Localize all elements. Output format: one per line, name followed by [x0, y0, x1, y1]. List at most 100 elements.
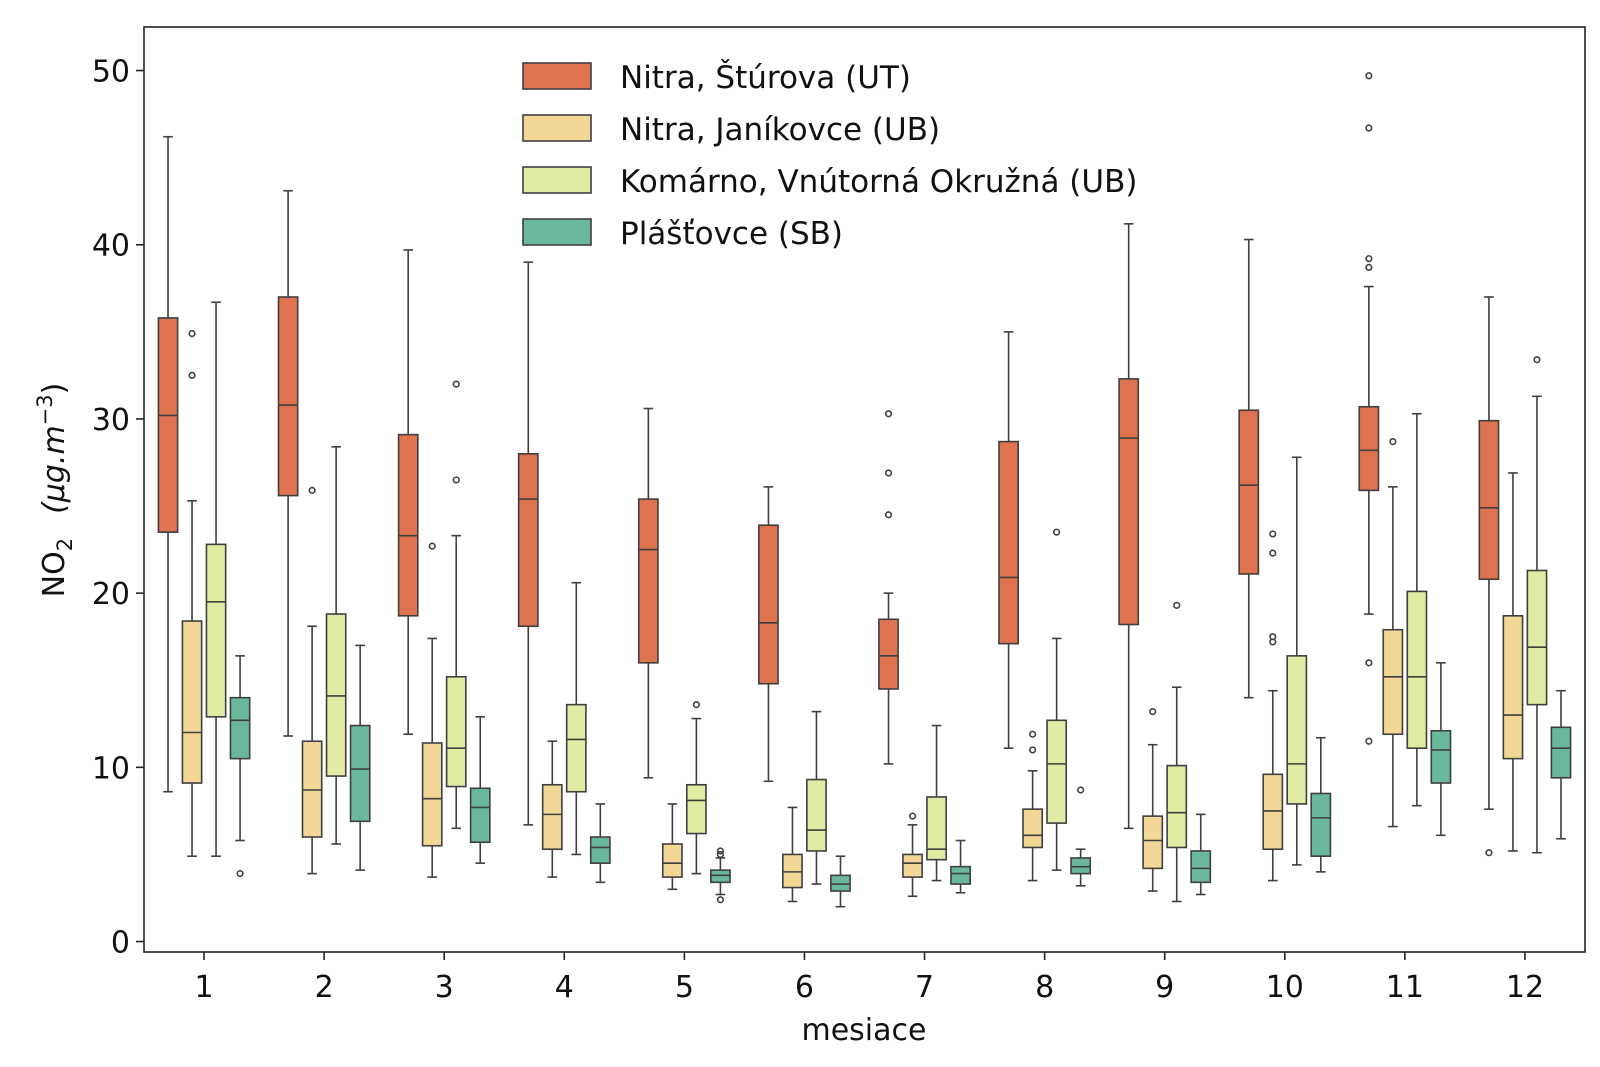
box-5-3	[830, 855, 851, 908]
y-axis: 0 10 20 30 40 50	[92, 55, 144, 961]
outlier-point	[692, 701, 700, 709]
box-iqr	[469, 787, 491, 844]
box-iqr	[709, 869, 731, 884]
box-iqr	[685, 783, 707, 835]
legend-swatch	[522, 166, 592, 194]
y-tick-label: 30	[92, 403, 130, 438]
x-tick-label: 9	[1155, 970, 1174, 1005]
box-6-3	[950, 839, 971, 894]
box-5-1	[782, 806, 803, 903]
legend-item: Nitra, Štúrova (UT)	[522, 59, 911, 96]
box-0-2	[205, 301, 227, 857]
box-9-0	[1238, 238, 1260, 699]
x-tick-label: 1	[194, 970, 213, 1005]
y-axis-label: NO2(μg.m−3)	[33, 383, 77, 598]
x-tick-label: 11	[1386, 970, 1424, 1005]
outlier-point	[716, 850, 725, 859]
legend-label: Nitra, Štúrova (UT)	[620, 59, 911, 96]
box-10-3	[1430, 662, 1452, 837]
box-iqr	[541, 783, 563, 851]
box-iqr	[926, 796, 947, 861]
box-iqr	[1502, 614, 1524, 760]
box-iqr	[421, 742, 443, 847]
box-iqr	[1142, 815, 1164, 870]
x-tick-label: 4	[555, 970, 574, 1005]
box-9-1	[1262, 530, 1284, 882]
box-iqr	[349, 724, 371, 823]
box-iqr	[157, 317, 179, 533]
x-tick-label: 10	[1266, 970, 1304, 1005]
box-8-3	[1190, 813, 1212, 896]
box-1-0	[277, 189, 299, 737]
box-2-0	[397, 249, 419, 736]
box-iqr	[1550, 726, 1572, 779]
box-6-0	[878, 410, 899, 765]
box-1-3	[349, 644, 371, 871]
box-0-0	[157, 135, 179, 793]
outlier-point	[1365, 659, 1373, 667]
box-10-0	[1358, 72, 1380, 745]
outlier-point	[716, 847, 725, 855]
outlier-point	[1053, 528, 1061, 536]
legend-item: Plášťovce (SB)	[522, 216, 843, 252]
plot-area	[157, 72, 1572, 908]
outlier-point	[1269, 530, 1277, 538]
box-iqr	[998, 440, 1020, 645]
box-iqr	[1406, 590, 1428, 749]
box-7-0	[998, 331, 1020, 749]
box-11-1	[1502, 472, 1524, 852]
box-iqr	[205, 543, 227, 718]
box-4-1	[661, 803, 683, 891]
box-4-2	[685, 701, 707, 875]
legend-label: Komárno, Vnútorná Okružná (UB)	[620, 164, 1137, 200]
x-axis-label: mesiace	[802, 1013, 927, 1048]
box-iqr	[637, 498, 659, 664]
x-tick-label: 12	[1506, 970, 1544, 1005]
box-3-1	[541, 740, 563, 878]
box-iqr	[1070, 857, 1092, 875]
y-tick-label: 20	[92, 577, 130, 612]
box-0-1	[181, 329, 203, 857]
box-iqr	[782, 853, 803, 889]
legend-swatch	[522, 114, 592, 142]
box-iqr	[589, 836, 611, 864]
legend-swatch	[522, 218, 592, 246]
box-6-2	[926, 724, 947, 882]
legend-swatch	[522, 62, 592, 90]
outlier-point	[1365, 72, 1373, 80]
x-axis: 1 2 3 4 5 6 7 8 9 10 11 12	[194, 952, 1544, 1005]
box-iqr	[902, 853, 923, 878]
outlier-point	[1077, 786, 1085, 794]
legend-item: Nitra, Janíkovce (UB)	[522, 112, 940, 148]
box-1-2	[325, 446, 347, 845]
box-iqr	[830, 874, 851, 892]
outlier-point	[884, 410, 893, 418]
legend: Nitra, Štúrova (UT) Nitra, Janíkovce (UB)…	[522, 59, 1137, 252]
box-iqr	[229, 696, 251, 760]
box-2-1	[421, 542, 443, 878]
x-tick-label: 6	[795, 970, 814, 1005]
box-9-3	[1310, 736, 1332, 873]
y-tick-label: 0	[111, 926, 130, 961]
box-iqr	[1526, 569, 1548, 706]
box-iqr	[950, 865, 971, 885]
outlier-point	[716, 896, 725, 904]
box-8-0	[1118, 223, 1140, 830]
box-iqr	[301, 740, 323, 838]
y-tick-label: 10	[92, 751, 130, 786]
outlier-point	[1149, 708, 1157, 716]
box-9-2	[1286, 456, 1308, 866]
box-11-2	[1526, 356, 1548, 854]
box-iqr	[1430, 729, 1452, 784]
x-tick-label: 3	[435, 970, 454, 1005]
box-iqr	[1022, 808, 1044, 849]
outlier-point	[1389, 437, 1397, 446]
box-5-2	[806, 710, 827, 885]
box-iqr	[397, 433, 419, 617]
legend-label: Nitra, Janíkovce (UB)	[620, 112, 940, 148]
box-7-2	[1046, 528, 1068, 871]
plot-frame	[143, 26, 1586, 953]
outlier-point	[1365, 737, 1373, 745]
box-iqr	[1238, 409, 1260, 575]
box-iqr	[806, 778, 827, 852]
